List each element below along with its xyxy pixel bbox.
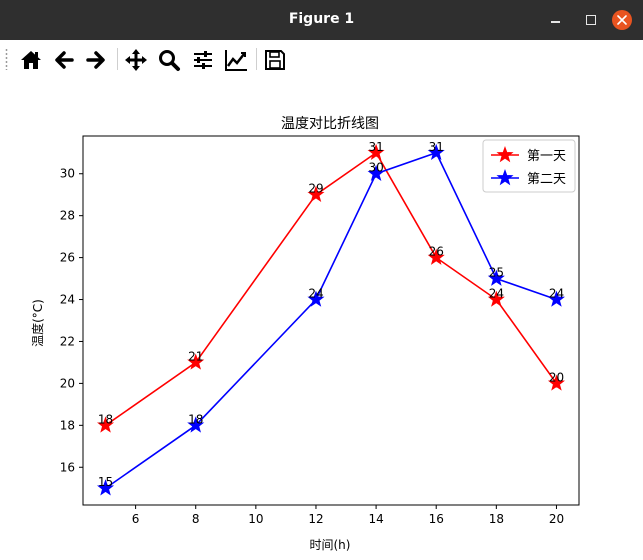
floppy-disk-icon bbox=[265, 50, 285, 70]
maximize-button[interactable] bbox=[580, 9, 602, 31]
y-tick-label: 20 bbox=[60, 376, 75, 390]
series-line bbox=[105, 151, 557, 489]
data-point bbox=[547, 290, 565, 307]
legend-entry: 第二天 bbox=[491, 169, 566, 187]
data-label: 20 bbox=[549, 370, 564, 384]
x-tick-label: 20 bbox=[549, 512, 564, 526]
sliders-icon bbox=[194, 51, 212, 69]
data-point bbox=[427, 143, 445, 161]
y-tick-label: 26 bbox=[60, 251, 75, 265]
legend-marker bbox=[496, 169, 514, 186]
x-tick-label: 12 bbox=[308, 512, 323, 526]
toolbar bbox=[0, 40, 643, 78]
y-tick-label: 18 bbox=[60, 418, 75, 432]
toolbar-grip[interactable] bbox=[5, 48, 8, 70]
pan-button[interactable] bbox=[123, 47, 149, 73]
minimize-button[interactable] bbox=[545, 9, 567, 31]
line-chart: 温度对比折线图 时间(h) 温度(°C) 6 8 10 12 14 16 18 20 16 18 2… bbox=[30, 116, 580, 552]
data-label: 29 bbox=[308, 182, 323, 196]
back-button[interactable] bbox=[51, 47, 77, 73]
x-tick-label: 14 bbox=[368, 512, 383, 526]
data-label: 26 bbox=[429, 245, 444, 259]
close-button[interactable] bbox=[612, 10, 632, 30]
y-tick-label: 22 bbox=[60, 334, 75, 348]
legend-marker bbox=[496, 146, 514, 163]
edit-axes-button[interactable] bbox=[223, 47, 249, 73]
series-group: 18 21 29 31 26 24 20 bbox=[97, 140, 565, 433]
close-icon bbox=[617, 15, 627, 25]
x-tick-label: 16 bbox=[429, 512, 444, 526]
home-button[interactable] bbox=[18, 47, 44, 73]
figure-canvas[interactable]: 温度对比折线图 时间(h) 温度(°C) 6 8 10 12 14 16 18 20 16 18 2… bbox=[0, 78, 643, 560]
toolbar-separator bbox=[117, 48, 118, 70]
data-point bbox=[487, 269, 505, 286]
home-icon bbox=[21, 51, 41, 69]
toolbar-separator bbox=[256, 48, 257, 70]
arrow-right-icon bbox=[86, 51, 105, 69]
data-point bbox=[427, 248, 445, 265]
save-button[interactable] bbox=[262, 47, 288, 73]
chart-title: 温度对比折线图 bbox=[281, 116, 379, 132]
x-tick-label: 6 bbox=[132, 512, 140, 526]
data-label: 24 bbox=[549, 287, 564, 301]
x-tick-label: 18 bbox=[489, 512, 504, 526]
data-point bbox=[97, 479, 115, 496]
data-label: 18 bbox=[98, 412, 113, 426]
data-point bbox=[187, 416, 205, 433]
data-point bbox=[97, 416, 115, 433]
magnifier-icon bbox=[159, 50, 180, 71]
move-icon bbox=[125, 49, 147, 71]
data-point bbox=[187, 353, 205, 370]
data-label: 24 bbox=[489, 287, 504, 301]
data-label: 15 bbox=[98, 475, 113, 489]
configure-subplots-button[interactable] bbox=[190, 47, 216, 73]
data-label: 24 bbox=[308, 287, 323, 301]
y-tick-label: 30 bbox=[60, 167, 75, 181]
data-point bbox=[547, 374, 565, 391]
data-label: 18 bbox=[188, 412, 203, 426]
legend-label: 第一天 bbox=[527, 149, 566, 164]
zoom-button[interactable] bbox=[156, 47, 182, 73]
data-point bbox=[367, 143, 385, 161]
line-chart-icon bbox=[225, 50, 247, 71]
x-axis-label: 时间(h) bbox=[310, 538, 351, 552]
window-title: Figure 1 bbox=[288, 11, 355, 27]
y-axis-label: 温度(°C) bbox=[30, 299, 45, 347]
data-point bbox=[487, 290, 505, 307]
data-point bbox=[307, 185, 325, 202]
data-point bbox=[307, 290, 325, 307]
legend-entry: 第一天 bbox=[491, 146, 566, 164]
y-tick-label: 24 bbox=[60, 293, 75, 307]
data-label: 25 bbox=[489, 266, 504, 280]
x-tick-label: 8 bbox=[192, 512, 200, 526]
series-group: 15 18 24 30 31 25 24 bbox=[97, 140, 565, 496]
legend-label: 第二天 bbox=[527, 172, 566, 187]
data-point bbox=[367, 164, 385, 181]
arrow-left-icon bbox=[55, 51, 74, 69]
data-label: 30 bbox=[368, 161, 383, 175]
data-label: 21 bbox=[188, 349, 203, 363]
y-tick-label: 28 bbox=[60, 209, 75, 223]
y-tick-label: 16 bbox=[60, 460, 75, 474]
x-tick-label: 10 bbox=[248, 512, 263, 526]
data-label: 31 bbox=[368, 140, 383, 154]
window-titlebar: Figure 1 bbox=[0, 0, 643, 40]
plot-area-frame bbox=[82, 135, 580, 506]
forward-button[interactable] bbox=[83, 47, 109, 73]
data-label: 31 bbox=[429, 140, 444, 154]
